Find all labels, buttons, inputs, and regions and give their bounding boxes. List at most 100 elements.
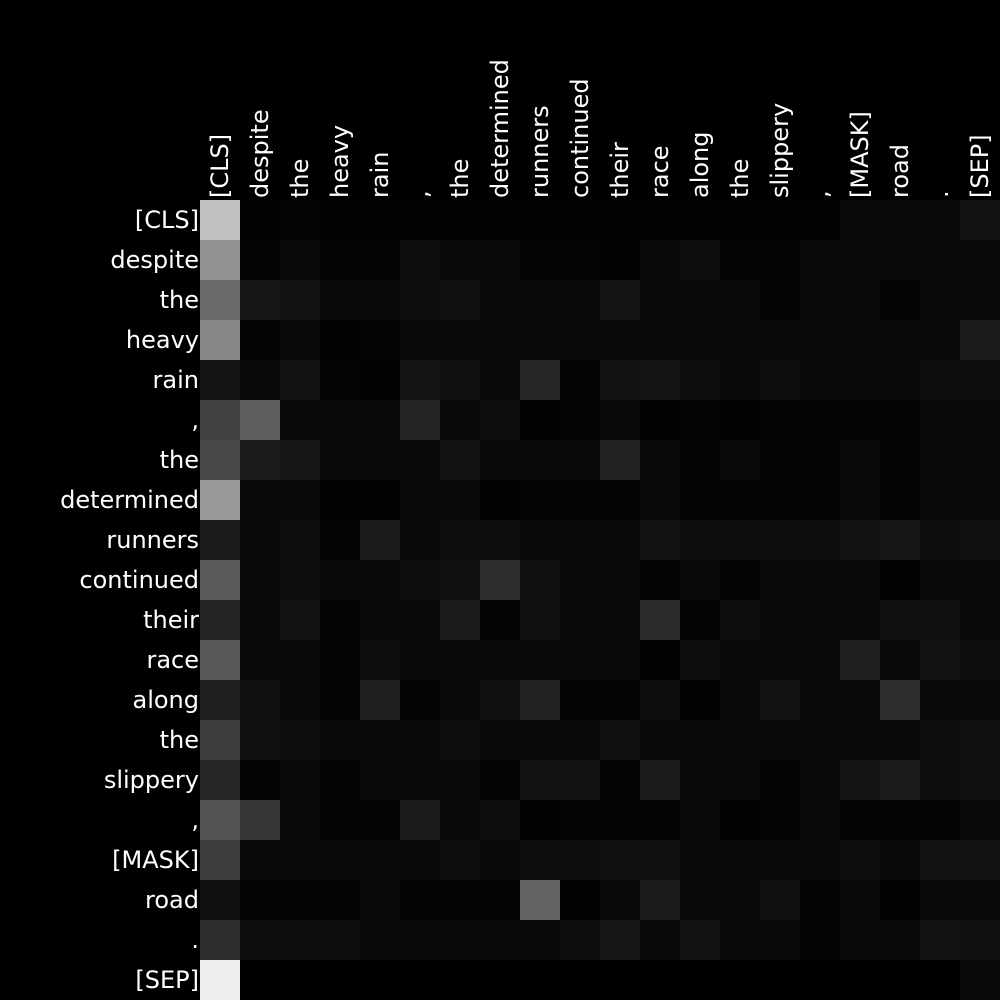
heatmap-cell <box>680 640 720 680</box>
heatmap-cell <box>960 720 1000 760</box>
heatmap-cell <box>400 320 440 360</box>
heatmap-cell <box>920 280 960 320</box>
y-tick-label: [SEP] <box>135 966 199 994</box>
heatmap-cell <box>440 240 480 280</box>
heatmap-cell <box>480 520 520 560</box>
x-tick-label: . <box>926 190 954 198</box>
heatmap-cell <box>400 360 440 400</box>
heatmap-cell <box>720 760 760 800</box>
x-tick-labels: [CLS] despite the heavy rain, the determined ru… <box>206 59 994 198</box>
heatmap-cell <box>640 560 680 600</box>
heatmap-cell <box>960 440 1000 480</box>
y-tick-label: the <box>160 286 199 314</box>
heatmap-cell <box>720 840 760 880</box>
heatmap-cell <box>600 960 640 1000</box>
heatmap-cell <box>320 840 360 880</box>
heatmap-cell <box>520 200 560 240</box>
heatmap-cell <box>600 480 640 520</box>
y-tick-label: race <box>146 646 199 674</box>
heatmap-cell <box>640 400 680 440</box>
heatmap-cell <box>640 240 680 280</box>
x-tick-label: heavy <box>326 125 354 198</box>
heatmap-cell <box>840 760 880 800</box>
heatmap-cell <box>600 800 640 840</box>
heatmap-cell <box>960 480 1000 520</box>
heatmap-cell <box>840 560 880 600</box>
heatmap-cell <box>800 760 840 800</box>
heatmap-cell <box>240 640 280 680</box>
heatmap-cell <box>880 200 920 240</box>
heatmap-cell <box>240 560 280 600</box>
heatmap-cell <box>640 480 680 520</box>
heatmap-cell <box>200 680 240 720</box>
heatmap-cell <box>560 600 600 640</box>
heatmap-cell <box>520 320 560 360</box>
heatmap-cell <box>480 400 520 440</box>
heatmap-cell <box>400 440 440 480</box>
heatmap-cell <box>280 880 320 920</box>
heatmap-cell <box>800 960 840 1000</box>
heatmap-cell <box>240 880 280 920</box>
heatmap-cell <box>520 560 560 600</box>
heatmap-cell <box>280 640 320 680</box>
heatmap-cell <box>360 800 400 840</box>
heatmap-cell <box>680 800 720 840</box>
heatmap-cell <box>440 480 480 520</box>
heatmap-cell <box>960 240 1000 280</box>
heatmap-cell <box>280 520 320 560</box>
heatmap-cell <box>360 720 400 760</box>
heatmap-cell <box>240 280 280 320</box>
heatmap-cell <box>720 480 760 520</box>
heatmap-cell <box>760 680 800 720</box>
heatmap-cell <box>680 440 720 480</box>
heatmap-cell <box>840 680 880 720</box>
heatmap-cell <box>400 760 440 800</box>
heatmap-cell <box>600 840 640 880</box>
heatmap-cell <box>840 480 880 520</box>
heatmap-cell <box>520 600 560 640</box>
heatmap-cell <box>920 920 960 960</box>
heatmap-cell <box>720 720 760 760</box>
heatmap-cell <box>960 400 1000 440</box>
heatmap-cell <box>200 360 240 400</box>
heatmap-cell <box>920 720 960 760</box>
heatmap-cell <box>320 280 360 320</box>
heatmap-cell <box>480 680 520 720</box>
heatmap-cell <box>480 240 520 280</box>
heatmap-cell <box>640 360 680 400</box>
heatmap-cell <box>240 960 280 1000</box>
heatmap-cell <box>400 880 440 920</box>
heatmap-cell <box>960 760 1000 800</box>
heatmap-cell <box>440 920 480 960</box>
heatmap-cell <box>800 480 840 520</box>
heatmap-cell <box>360 640 400 680</box>
heatmap-cell <box>480 600 520 640</box>
heatmap-cell <box>720 520 760 560</box>
heatmap-cell <box>840 800 880 840</box>
heatmap-cell <box>640 440 680 480</box>
heatmap-cell <box>360 680 400 720</box>
y-tick-label: slippery <box>104 766 199 794</box>
heatmap-cell <box>360 200 400 240</box>
x-tick-label: along <box>686 131 714 198</box>
heatmap-cell <box>440 840 480 880</box>
heatmap-cell <box>240 760 280 800</box>
heatmap-cell <box>400 600 440 640</box>
heatmap-cell <box>360 760 400 800</box>
heatmap-cell <box>560 960 600 1000</box>
heatmap-cell <box>240 360 280 400</box>
heatmap-cell <box>680 400 720 440</box>
heatmap-cell <box>480 920 520 960</box>
heatmap-cell <box>600 720 640 760</box>
heatmap-cell <box>840 200 880 240</box>
heatmap-cell <box>760 440 800 480</box>
heatmap-cell <box>760 320 800 360</box>
heatmap-cell <box>640 280 680 320</box>
heatmap-cell <box>520 760 560 800</box>
heatmap-cell <box>280 200 320 240</box>
heatmap-cell <box>800 720 840 760</box>
heatmap-cell <box>680 280 720 320</box>
heatmap-cell <box>440 280 480 320</box>
heatmap-cell <box>560 880 600 920</box>
x-tick-label: despite <box>246 109 274 198</box>
